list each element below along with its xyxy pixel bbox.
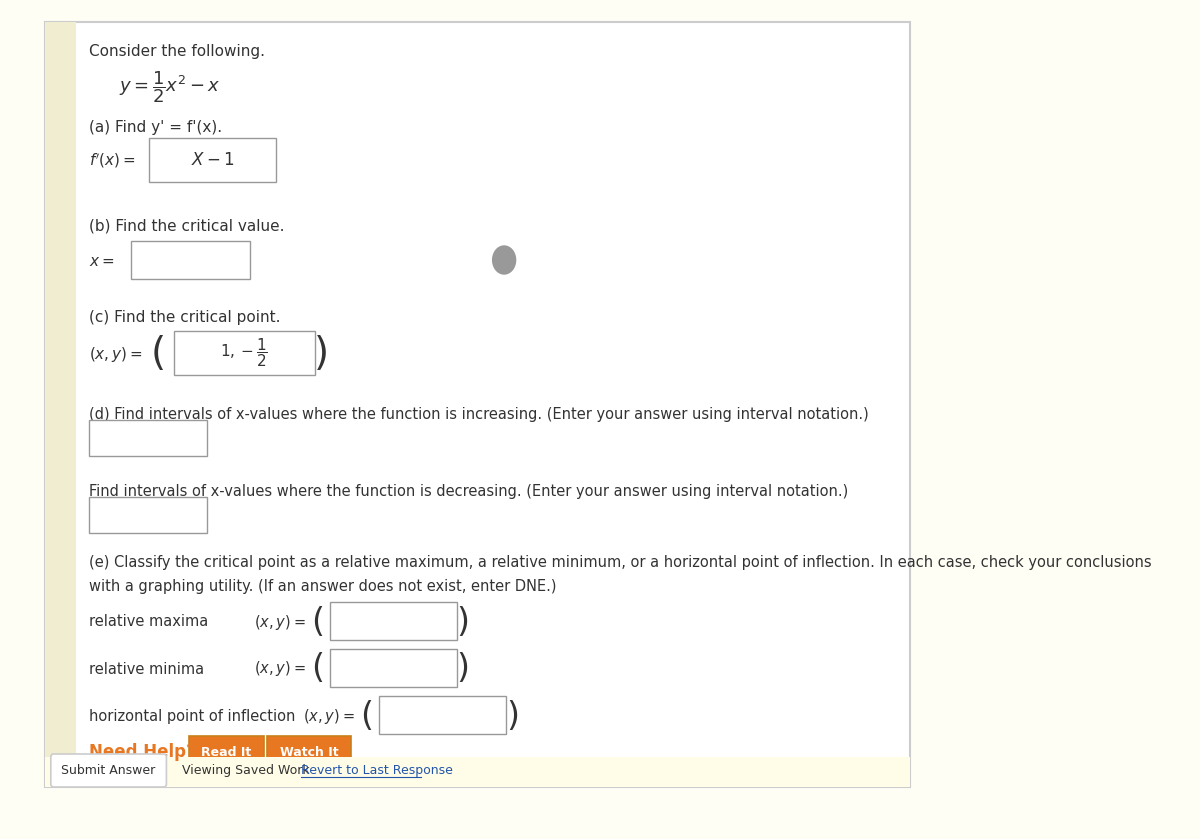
Text: (e) Classify the critical point as a relative maximum, a relative minimum, or a : (e) Classify the critical point as a rel… xyxy=(89,555,1151,571)
Text: with a graphing utility. (If an answer does not exist, enter DNE.): with a graphing utility. (If an answer d… xyxy=(89,579,556,593)
Text: horizontal point of inflection: horizontal point of inflection xyxy=(89,708,295,723)
Text: $X - 1$: $X - 1$ xyxy=(191,151,234,169)
FancyBboxPatch shape xyxy=(330,649,456,687)
Text: (a) Find y' = f'(x).: (a) Find y' = f'(x). xyxy=(89,119,222,134)
FancyBboxPatch shape xyxy=(149,138,276,182)
Text: (b) Find the critical value.: (b) Find the critical value. xyxy=(89,218,284,233)
Text: (: ( xyxy=(151,335,166,373)
Text: $f'(x) =$: $f'(x) =$ xyxy=(89,152,136,170)
Text: Revert to Last Response: Revert to Last Response xyxy=(301,764,452,777)
Bar xyxy=(46,757,910,787)
FancyBboxPatch shape xyxy=(131,241,250,279)
Text: $(x, y) =$: $(x, y) =$ xyxy=(304,706,355,726)
Text: Read It: Read It xyxy=(202,746,251,758)
Text: $(x, y) =$: $(x, y) =$ xyxy=(254,659,306,679)
Text: $(x, y) =$: $(x, y) =$ xyxy=(254,612,306,632)
Text: $(x, y) =$: $(x, y) =$ xyxy=(89,345,143,363)
Text: (: ( xyxy=(311,606,324,638)
Text: $1, -\dfrac{1}{2}$: $1, -\dfrac{1}{2}$ xyxy=(221,336,269,369)
Text: ): ) xyxy=(457,653,469,685)
FancyBboxPatch shape xyxy=(50,754,167,787)
FancyBboxPatch shape xyxy=(188,736,264,768)
Text: $x =$: $x =$ xyxy=(89,253,114,268)
Text: Submit Answer: Submit Answer xyxy=(61,764,156,777)
Text: Viewing Saved Work: Viewing Saved Work xyxy=(182,764,310,777)
Text: relative minima: relative minima xyxy=(89,661,204,676)
Text: ): ) xyxy=(457,606,469,638)
Bar xyxy=(46,22,77,787)
FancyBboxPatch shape xyxy=(46,22,910,787)
FancyBboxPatch shape xyxy=(330,602,456,640)
FancyBboxPatch shape xyxy=(268,736,350,768)
Text: Watch It: Watch It xyxy=(280,746,338,758)
Text: $y = \dfrac{1}{2}x^2 - x$: $y = \dfrac{1}{2}x^2 - x$ xyxy=(119,69,221,105)
Text: ): ) xyxy=(506,700,518,732)
Circle shape xyxy=(493,246,516,274)
Text: (c) Find the critical point.: (c) Find the critical point. xyxy=(89,310,280,325)
Text: relative maxima: relative maxima xyxy=(89,614,208,629)
Text: (d) Find intervals of x-values where the function is increasing. (Enter your ans: (d) Find intervals of x-values where the… xyxy=(89,407,869,421)
Text: ): ) xyxy=(313,335,329,373)
Text: Consider the following.: Consider the following. xyxy=(89,44,264,59)
FancyBboxPatch shape xyxy=(174,331,314,375)
Text: (: ( xyxy=(360,700,373,732)
Text: Need Help?: Need Help? xyxy=(89,743,196,761)
Text: Find intervals of x-values where the function is decreasing. (Enter your answer : Find intervals of x-values where the fun… xyxy=(89,483,847,498)
FancyBboxPatch shape xyxy=(89,497,208,533)
Text: (: ( xyxy=(311,653,324,685)
FancyBboxPatch shape xyxy=(89,420,208,456)
FancyBboxPatch shape xyxy=(379,696,505,734)
